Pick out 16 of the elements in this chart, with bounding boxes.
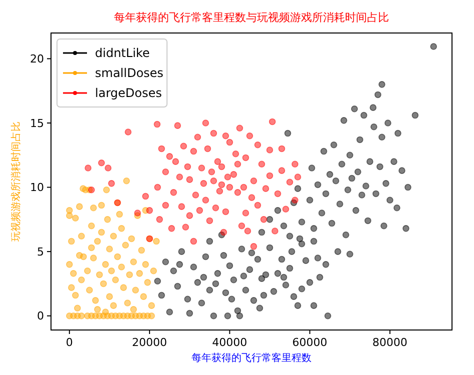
x-tick-label: 20000: [132, 336, 168, 349]
legend-label: largeDoses: [95, 86, 162, 100]
legend-label: smallDoses: [95, 66, 164, 80]
legend-label: didntLike: [95, 46, 150, 60]
x-axis-title: 每年获得的飞行常客里程数: [192, 352, 312, 364]
y-tick-label: 0: [37, 310, 44, 323]
x-tick-label: 80000: [372, 336, 408, 349]
chart-title: 每年获得的飞行常客里程数与玩视频游戏所消耗时间占比: [114, 11, 389, 24]
x-tick-label: 0: [66, 336, 73, 349]
y-tick-label: 20: [30, 52, 44, 66]
y-tick-label: 5: [37, 245, 44, 258]
y-tick-label: 10: [30, 181, 44, 194]
y-axis-title: 玩视频游戏所消耗时间占比: [10, 122, 22, 242]
y-tick-label: 15: [30, 116, 44, 130]
x-tick-label: 60000: [292, 336, 328, 349]
x-tick-label: 40000: [212, 336, 248, 349]
